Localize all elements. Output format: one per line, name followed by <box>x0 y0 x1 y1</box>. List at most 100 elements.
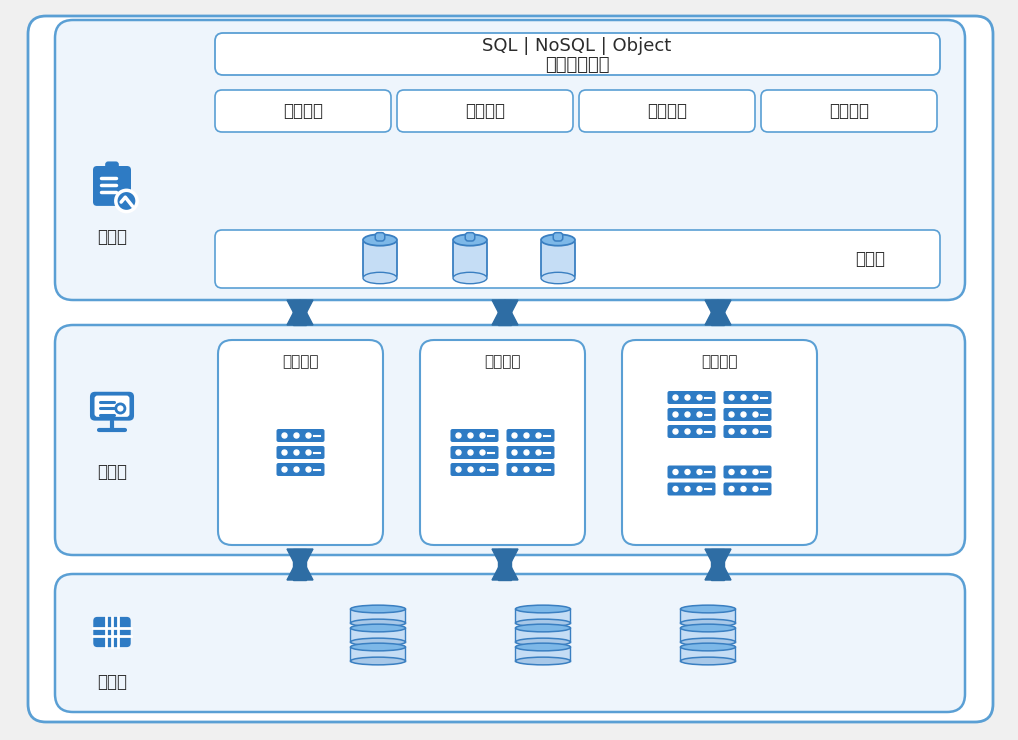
FancyBboxPatch shape <box>451 463 499 476</box>
FancyBboxPatch shape <box>277 446 325 459</box>
Circle shape <box>524 433 529 438</box>
Circle shape <box>697 469 702 474</box>
Circle shape <box>468 467 473 472</box>
FancyBboxPatch shape <box>680 609 735 623</box>
Ellipse shape <box>363 272 397 283</box>
Polygon shape <box>287 300 313 325</box>
Polygon shape <box>293 549 306 580</box>
FancyBboxPatch shape <box>724 408 772 421</box>
FancyBboxPatch shape <box>93 166 131 206</box>
Ellipse shape <box>515 619 570 627</box>
Polygon shape <box>293 300 306 325</box>
Polygon shape <box>287 555 313 580</box>
Circle shape <box>673 486 678 491</box>
Circle shape <box>480 467 485 472</box>
Ellipse shape <box>350 638 405 646</box>
Circle shape <box>456 467 461 472</box>
FancyBboxPatch shape <box>90 391 134 420</box>
FancyBboxPatch shape <box>668 482 716 496</box>
FancyBboxPatch shape <box>55 325 965 555</box>
FancyBboxPatch shape <box>680 647 735 661</box>
Ellipse shape <box>350 624 405 632</box>
Polygon shape <box>712 300 725 325</box>
FancyBboxPatch shape <box>668 465 716 479</box>
Ellipse shape <box>680 638 735 646</box>
Circle shape <box>673 429 678 434</box>
Circle shape <box>685 486 690 491</box>
Circle shape <box>468 450 473 455</box>
FancyBboxPatch shape <box>668 425 716 438</box>
Polygon shape <box>492 300 518 325</box>
Polygon shape <box>705 300 731 325</box>
Text: 服务层: 服务层 <box>97 228 127 246</box>
FancyBboxPatch shape <box>668 408 716 421</box>
FancyBboxPatch shape <box>579 90 755 132</box>
Circle shape <box>282 467 287 472</box>
FancyBboxPatch shape <box>622 340 817 545</box>
FancyBboxPatch shape <box>465 232 474 241</box>
Circle shape <box>306 433 312 438</box>
Circle shape <box>282 433 287 438</box>
Circle shape <box>536 433 541 438</box>
Circle shape <box>685 429 690 434</box>
Circle shape <box>741 486 746 491</box>
FancyBboxPatch shape <box>507 429 555 442</box>
Polygon shape <box>499 549 511 580</box>
Ellipse shape <box>350 657 405 665</box>
Circle shape <box>729 429 734 434</box>
Circle shape <box>512 433 517 438</box>
Circle shape <box>512 467 517 472</box>
Text: 数据安全: 数据安全 <box>829 102 869 120</box>
Ellipse shape <box>515 643 570 651</box>
Circle shape <box>741 429 746 434</box>
Text: 存储层: 存储层 <box>97 673 127 691</box>
Circle shape <box>753 469 758 474</box>
Polygon shape <box>492 549 518 574</box>
Ellipse shape <box>350 643 405 651</box>
Ellipse shape <box>363 235 397 246</box>
Circle shape <box>306 467 312 472</box>
FancyBboxPatch shape <box>55 574 965 712</box>
Text: 事务管理: 事务管理 <box>465 102 505 120</box>
Polygon shape <box>705 300 731 325</box>
FancyBboxPatch shape <box>724 391 772 404</box>
Circle shape <box>116 190 137 212</box>
Circle shape <box>685 395 690 400</box>
FancyBboxPatch shape <box>350 647 405 661</box>
Circle shape <box>294 433 299 438</box>
Polygon shape <box>705 549 731 574</box>
Text: 优化查询: 优化查询 <box>647 102 687 120</box>
Text: 资源调度: 资源调度 <box>283 102 323 120</box>
Ellipse shape <box>350 619 405 627</box>
Ellipse shape <box>515 624 570 632</box>
Circle shape <box>697 486 702 491</box>
Ellipse shape <box>350 605 405 613</box>
Circle shape <box>456 450 461 455</box>
Circle shape <box>673 469 678 474</box>
Circle shape <box>294 450 299 455</box>
Circle shape <box>468 433 473 438</box>
Text: 计算实例: 计算实例 <box>701 354 738 369</box>
Circle shape <box>697 429 702 434</box>
FancyBboxPatch shape <box>95 396 129 417</box>
Circle shape <box>753 395 758 400</box>
FancyBboxPatch shape <box>724 482 772 496</box>
Polygon shape <box>287 300 313 325</box>
Text: 计算实例: 计算实例 <box>485 354 521 369</box>
FancyBboxPatch shape <box>541 240 575 278</box>
Circle shape <box>673 412 678 417</box>
Circle shape <box>685 412 690 417</box>
Ellipse shape <box>515 605 570 613</box>
FancyBboxPatch shape <box>515 609 570 623</box>
FancyBboxPatch shape <box>105 161 119 169</box>
FancyBboxPatch shape <box>55 20 965 300</box>
FancyBboxPatch shape <box>350 628 405 642</box>
Circle shape <box>741 395 746 400</box>
Circle shape <box>480 433 485 438</box>
FancyBboxPatch shape <box>215 33 940 75</box>
FancyBboxPatch shape <box>453 240 487 278</box>
FancyBboxPatch shape <box>507 463 555 476</box>
Circle shape <box>697 412 702 417</box>
Circle shape <box>741 469 746 474</box>
FancyBboxPatch shape <box>515 647 570 661</box>
